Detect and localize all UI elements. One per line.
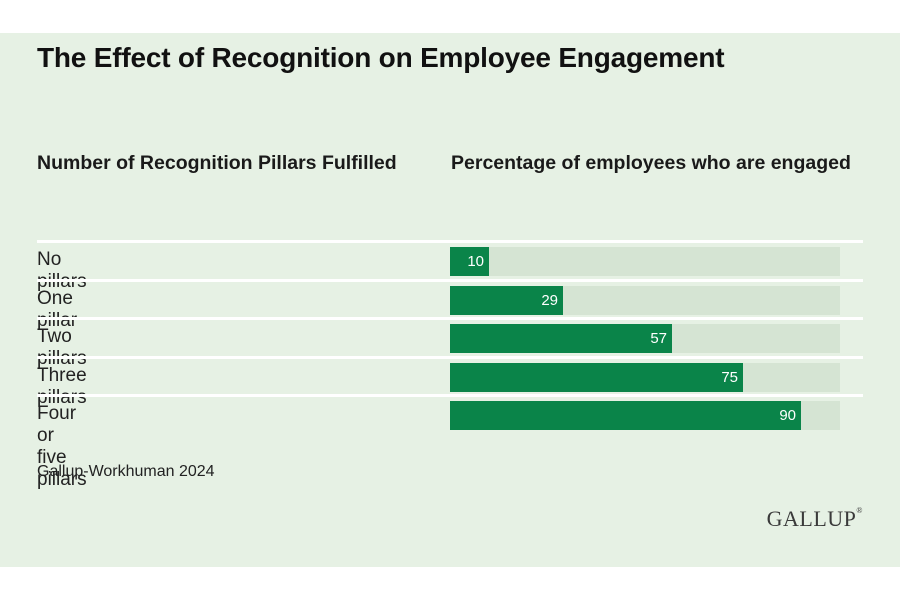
row-divider	[37, 355, 863, 359]
bar	[450, 401, 801, 430]
bar-track: 29	[450, 285, 840, 315]
bar-value-label: 10	[467, 253, 484, 270]
bar	[450, 362, 743, 392]
value-column-header: Percentage of employees who are engaged	[451, 152, 851, 174]
bar	[450, 247, 489, 276]
row-divider	[37, 317, 863, 320]
category-label: Four or five pillars	[37, 403, 87, 490]
category-label: Three pillars	[37, 364, 87, 408]
registered-mark: ®	[856, 506, 863, 515]
category-label: One pillar	[37, 287, 78, 331]
row-divider	[37, 240, 863, 243]
bar-track: 75	[450, 362, 840, 392]
category-column-header: Number of Recognition Pillars Fulfilled	[37, 152, 397, 174]
bar-value-label: 75	[721, 368, 738, 386]
bar-track: 57	[450, 324, 840, 353]
category-label: No pillars	[37, 249, 87, 292]
bar	[450, 285, 563, 315]
source-note: Gallup-Workhuman 2024	[37, 463, 215, 480]
logo-text: GALLUP	[766, 506, 857, 531]
bar-track: 90	[450, 401, 840, 430]
bar-track: 10	[450, 247, 840, 276]
row-divider	[37, 394, 863, 397]
bar-value-label: 57	[650, 330, 667, 347]
chart-title: The Effect of Recognition on Employee En…	[37, 42, 725, 73]
category-label: Two pillars	[37, 326, 87, 369]
bar	[450, 324, 672, 353]
gallup-logo: GALLUP®	[767, 506, 863, 532]
bar-value-label: 29	[541, 291, 558, 309]
row-divider	[37, 278, 863, 282]
bar-value-label: 90	[779, 407, 796, 424]
